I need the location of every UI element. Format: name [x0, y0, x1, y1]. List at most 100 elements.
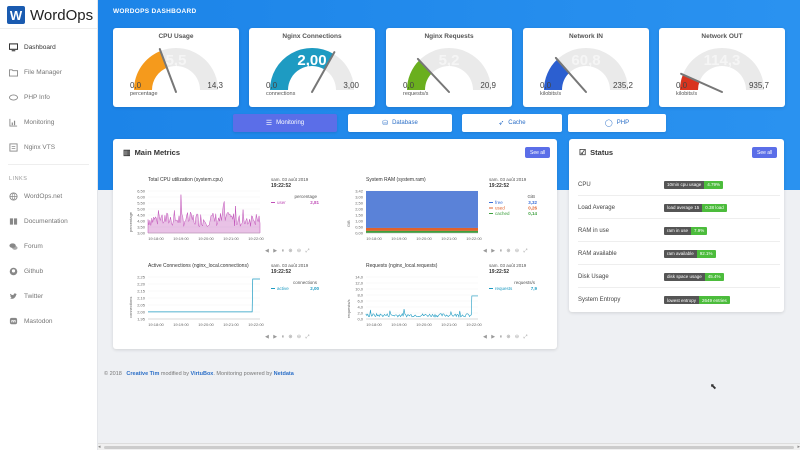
chart-time: 19:22:52: [489, 183, 510, 189]
gauge-dial: [680, 48, 764, 93]
y-tick-label: 0,00: [355, 231, 364, 236]
y-tick-label: 1,95: [137, 317, 146, 322]
series-user-area: [147, 194, 261, 234]
sidebar-item-label: Forum: [24, 243, 43, 250]
gauge-unit: kilobits/s: [540, 91, 562, 97]
tab-monitoring[interactable]: ☰ Monitoring: [233, 114, 337, 132]
checkbox-icon: ☑: [579, 148, 587, 157]
gauge-dial: [407, 48, 491, 93]
scroll-right-icon[interactable]: ▸: [797, 444, 800, 450]
brand[interactable]: W WordOps: [0, 2, 97, 29]
sidebar-item-monitoring[interactable]: Monitoring: [0, 114, 97, 131]
status-label: Disk Usage: [578, 273, 609, 280]
y-tick-label: 0,50: [355, 225, 364, 230]
chart-cpu: Total CPU utilization (system.cpu) sam. …: [127, 177, 333, 257]
chart-controls[interactable]: ◀ ▶ ⏸ ⊕ ⊖ ⤢: [483, 248, 530, 254]
brand-name: WordOps: [30, 6, 94, 24]
x-tick-label: 19:19:00: [391, 322, 407, 327]
y-tick-label: 2,10: [137, 296, 146, 301]
footer-link-netdata[interactable]: Netdata: [273, 371, 294, 377]
sidebar-link-documentation[interactable]: Documentation: [0, 213, 97, 230]
sidebar-link-forum[interactable]: Forum: [0, 238, 97, 255]
footer-text: . Monitoring powered by: [213, 371, 273, 377]
tab-php[interactable]: ◯ PHP: [568, 114, 666, 132]
sidebar-link-wordops[interactable]: WordOps.net: [0, 188, 97, 205]
chart-icon: ▥: [123, 148, 131, 157]
tab-cache[interactable]: ➶ Cache: [462, 114, 562, 132]
folder-icon: [9, 68, 18, 77]
legend-name: free: [495, 200, 503, 205]
x-tick-label: 19:20:00: [198, 322, 214, 327]
gauge-title: Nginx Requests: [424, 33, 474, 40]
main-metrics-card: ▥ Main Metrics See all Total CPU utilizat…: [113, 139, 557, 349]
gauge-unit: requests/s: [403, 91, 429, 97]
status-badge: 10min cpu usage 4.79%: [664, 180, 724, 189]
status-label: RAM in use: [578, 227, 610, 234]
footer-link-virtubox[interactable]: VirtuBox: [190, 371, 214, 377]
sidebar-item-label: Dashboard: [24, 44, 56, 51]
sidebar-item-label: Github: [24, 268, 44, 275]
scroll-left-icon[interactable]: ◂: [98, 444, 101, 450]
y-tick-label: 2,20: [137, 282, 146, 287]
badge-value: 7.9%: [691, 226, 708, 235]
gauge-cpu-usage: CPU Usage 5,5 0,0 14,3 percentage: [113, 28, 239, 107]
x-tick-label: 19:19:00: [173, 236, 189, 241]
chart-title: Active Connections (nginx_local.connecti…: [148, 263, 249, 269]
y-tick-label: 2,0: [357, 311, 363, 316]
sidebar-item-dashboard[interactable]: Dashboard: [0, 39, 97, 56]
y-tick-label: 10,0: [355, 287, 364, 292]
chart-controls[interactable]: ◀ ▶ ⏸ ⊕ ⊖ ⤢: [265, 334, 312, 340]
sidebar-item-file-manager[interactable]: File Manager: [0, 64, 97, 81]
see-all-button[interactable]: See all: [752, 147, 778, 158]
gauge-min: 0,0: [266, 81, 278, 90]
legend-title: requests/s: [514, 280, 536, 285]
gauge-max: 20,9: [480, 81, 496, 90]
status-label: Load Average: [578, 204, 615, 211]
scrollbar-thumb[interactable]: [104, 446, 794, 449]
y-tick-label: 6,50: [137, 189, 146, 194]
badge-value: 92.1%: [696, 249, 716, 258]
legend-name: cached: [495, 211, 510, 216]
chart-title: Total CPU utilization (system.cpu): [148, 177, 223, 183]
sidebar-item-php-info[interactable]: PHP Info: [0, 89, 97, 106]
status-row-ram-use: RAM in use ram in use 7.9%: [578, 220, 780, 242]
sidebar-item-nginx-vts[interactable]: Nginx VTS: [0, 139, 97, 156]
status-row-entropy: System Entropy lowest entropy 2649 entries: [578, 289, 780, 311]
sidebar-link-mastodon[interactable]: Mastodon: [0, 313, 97, 330]
chart-controls[interactable]: ◀ ▶ ⏸ ⊕ ⊖ ⤢: [483, 334, 530, 340]
x-tick-label: 19:18:00: [148, 236, 164, 241]
status-label: RAM available: [578, 250, 617, 257]
gauge-unit: connections: [266, 91, 296, 97]
y-tick-label: 2,50: [355, 201, 364, 206]
gauge-max: 935,7: [748, 81, 769, 90]
sidebar-link-twitter[interactable]: Twitter: [0, 288, 97, 305]
sidebar-item-label: Nginx VTS: [24, 144, 56, 151]
sidebar-item-label: Twitter: [24, 293, 44, 300]
badge-key: ram in use: [664, 226, 692, 235]
gauge-network-in: Network IN 60,8 0,0 235,2 kilobits/s: [523, 28, 649, 107]
x-tick-label: 19:18:00: [366, 322, 382, 327]
gauge-title: CPU Usage: [158, 33, 194, 40]
badge-key: disk space usage: [664, 272, 705, 281]
see-all-button[interactable]: See all: [525, 147, 551, 158]
y-tick-label: 2,15: [137, 289, 146, 294]
server-icon: ☰: [265, 120, 273, 127]
y-tick-label: 0,0: [357, 317, 363, 322]
legend-title: GiB: [527, 194, 535, 199]
footer-link-creative-tim[interactable]: Creative Tim: [126, 371, 160, 377]
chart-controls[interactable]: ◀ ▶ ⏸ ⊕ ⊖ ⤢: [265, 248, 312, 254]
chart-plot: 3,423,002,502,001,501,000,500,0019:18:00…: [355, 189, 537, 242]
gauge-title: Nginx Connections: [282, 33, 342, 40]
tab-database[interactable]: ⛁ Database: [348, 114, 452, 132]
legend-title: percentage: [294, 194, 317, 199]
gauge-track: [680, 48, 764, 90]
horizontal-scrollbar[interactable]: ◂ ▸: [98, 443, 800, 450]
gauge-max: 14,3: [207, 81, 223, 90]
y-tick-label: 3,42: [355, 189, 364, 194]
status-label: System Entropy: [578, 297, 621, 303]
gauge-network-out: Network OUT 114,3 0,0 935,7 kilobits/s: [659, 28, 785, 107]
y-tick-label: 8,0: [357, 293, 363, 298]
sidebar-link-github[interactable]: Github: [0, 263, 97, 280]
